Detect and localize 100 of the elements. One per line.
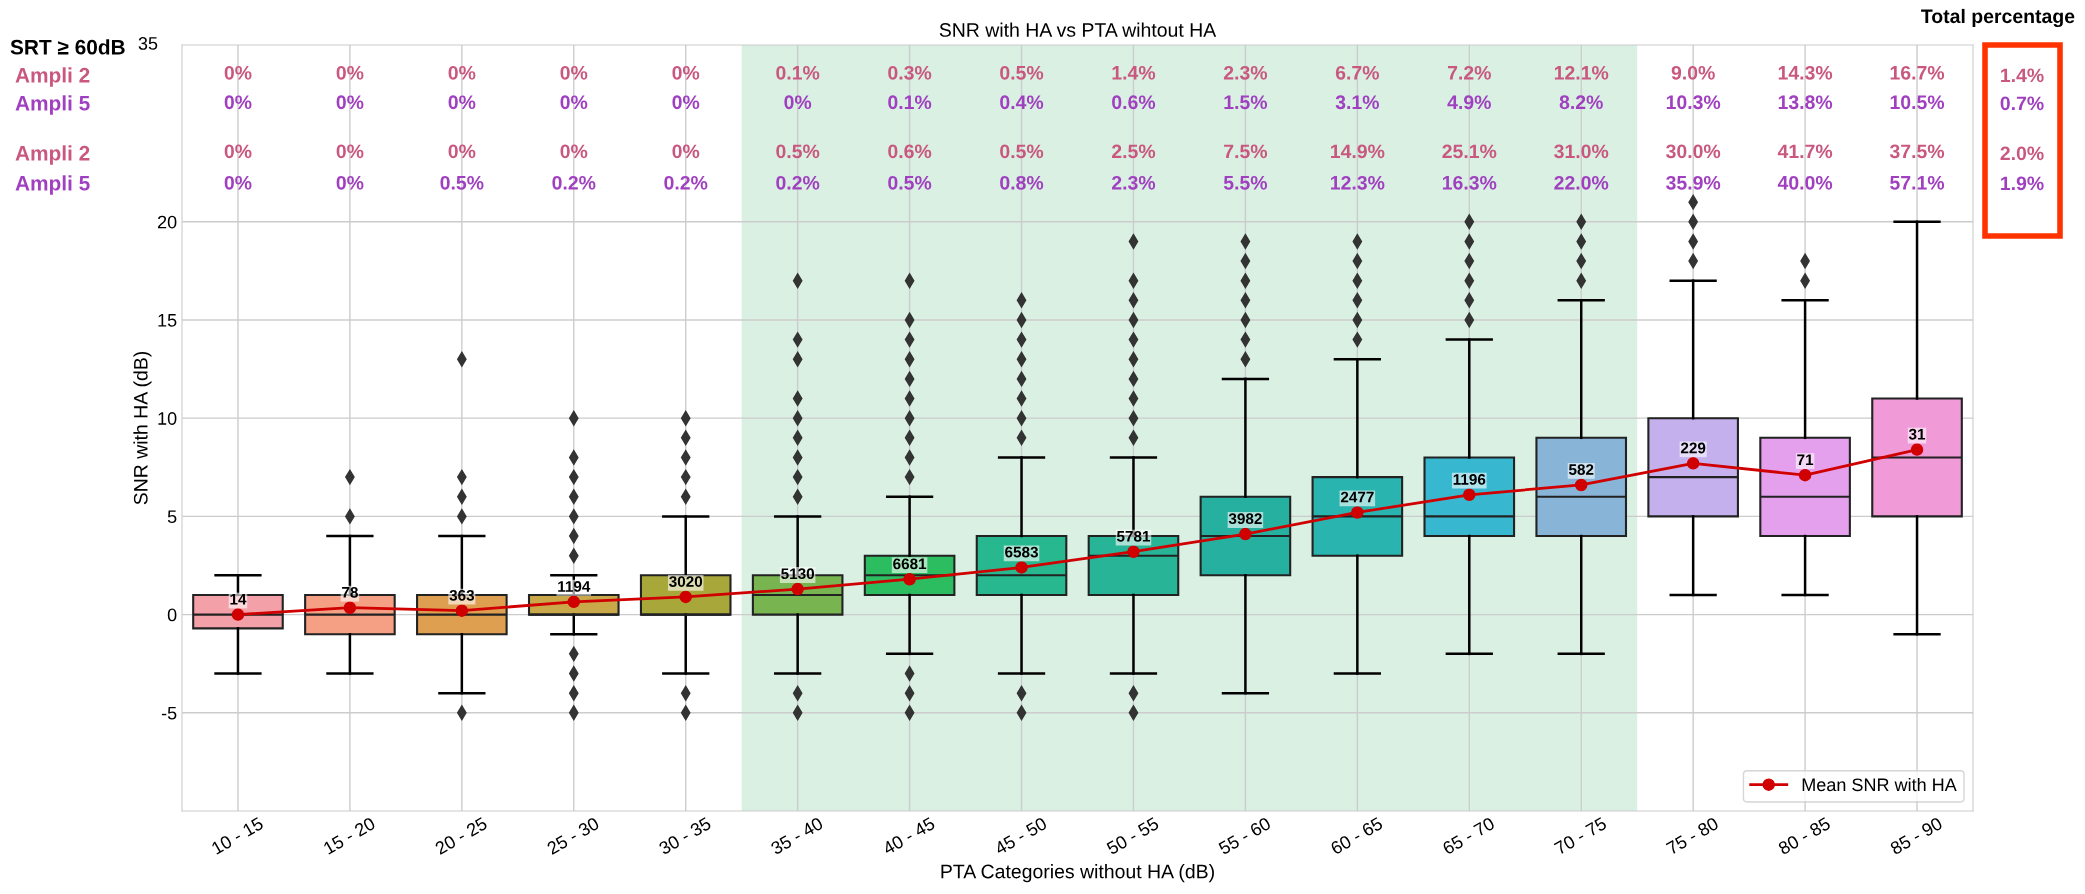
point: [1239, 527, 1252, 541]
annotation: 16.3%: [1442, 175, 1497, 190]
annotation: 0%: [224, 175, 252, 190]
annotation: 0%: [224, 144, 252, 159]
point: [1910, 443, 1924, 456]
annotation: 9.0%: [1671, 65, 1715, 80]
x-tick-label: 40 - 45: [881, 816, 936, 856]
annotation: 16.7%: [1890, 65, 1945, 80]
annotation: 4.9%: [1447, 95, 1491, 110]
annotation: 0.5%: [888, 175, 932, 190]
annotation: 6681: [893, 558, 927, 570]
annotation: 31: [1908, 428, 1926, 440]
legend-label: Mean SNR with HA: [1802, 777, 1957, 792]
annotation: 10.5%: [1890, 95, 1945, 110]
annotation: 2.3%: [1111, 175, 1156, 190]
point: [231, 608, 245, 621]
annotation: 12.3%: [1331, 175, 1385, 190]
point: [679, 590, 692, 604]
annotation: 0%: [336, 95, 364, 110]
annotation: 0.2%: [776, 175, 820, 190]
annotation: 0.5%: [1000, 144, 1044, 159]
annotation: 0.4%: [1000, 95, 1044, 110]
annotation: 363: [449, 589, 475, 601]
text: 0.7%: [2000, 96, 2044, 111]
annotation: 6583: [1005, 546, 1038, 558]
annotation: 12.1%: [1554, 65, 1609, 80]
annotation: 0.1%: [776, 65, 820, 80]
x-tick-label: 45 - 50: [993, 816, 1048, 856]
point: [903, 572, 916, 586]
point: [1463, 488, 1476, 502]
annotation: 41.7%: [1777, 144, 1833, 159]
x-tick-label: 30 - 35: [658, 816, 712, 856]
annotation: 0.8%: [1000, 175, 1044, 190]
annotation: 6.7%: [1335, 65, 1379, 80]
chart-title: SNR with HA vs PTA wihtout HA: [939, 22, 1217, 37]
text: 1.4%: [2001, 68, 2044, 83]
x-tick-label: 70 - 75: [1553, 816, 1608, 855]
x-tick-label: 50 - 55: [1105, 816, 1160, 856]
x-axis-title: PTA Categories without HA (dB): [941, 864, 1214, 883]
annotation: 0%: [672, 95, 700, 110]
annotation: 0%: [448, 65, 476, 80]
annotation: 8.2%: [1559, 95, 1603, 110]
annotation: 0%: [224, 65, 252, 80]
annotation: 1.5%: [1224, 95, 1268, 110]
annotation: 0%: [336, 144, 364, 159]
point: [1127, 545, 1140, 558]
annotation: 0%: [560, 95, 588, 110]
text: Ampli 2: [15, 67, 90, 87]
point: [343, 601, 357, 614]
annotation: 14: [230, 593, 247, 605]
annotation: 0.1%: [888, 95, 932, 110]
annotation: 0.5%: [1000, 65, 1044, 80]
x-tick-label: 80 - 85: [1777, 816, 1832, 856]
annotation: 40.0%: [1777, 175, 1833, 190]
y-tick-label: 5: [167, 510, 177, 524]
annotation: 0%: [672, 144, 700, 159]
annotation: 229: [1680, 442, 1706, 454]
annotation: 14.3%: [1778, 65, 1833, 80]
annotation: 14.9%: [1331, 144, 1385, 159]
point: [567, 595, 581, 609]
point: [1574, 478, 1588, 492]
annotation: 0.5%: [776, 144, 820, 159]
annotation: 0%: [672, 65, 700, 80]
annotation: 7.2%: [1447, 65, 1491, 80]
annotation: 10.3%: [1666, 95, 1721, 110]
annotation: 0.6%: [888, 144, 932, 159]
text: 2.0%: [2000, 146, 2044, 161]
x-tick-label: 15 - 20: [322, 816, 377, 855]
annotation: 3982: [1228, 513, 1262, 525]
annotation: 71: [1797, 454, 1814, 466]
annotation: 57.1%: [1890, 175, 1945, 190]
x-tick-label: 60 - 65: [1329, 816, 1384, 855]
annotation: 5.5%: [1223, 175, 1268, 190]
annotation: 37.5%: [1889, 144, 1945, 159]
annotation: 2.3%: [1223, 65, 1268, 80]
annotation: 0.5%: [440, 175, 484, 190]
point: [1686, 457, 1700, 470]
x-tick-label: 65 - 70: [1441, 816, 1496, 855]
annotation: 1.4%: [1112, 65, 1156, 80]
annotation: 3020: [669, 576, 703, 587]
annotation: 0%: [448, 144, 476, 159]
point: [791, 582, 804, 596]
annotation: 0.6%: [1112, 95, 1156, 110]
text: Ampli 2: [15, 145, 90, 165]
x-tick-label: 25 - 30: [546, 816, 600, 855]
annotation: 0%: [560, 65, 588, 80]
annotation: 0%: [336, 175, 364, 190]
annotation: 31.0%: [1554, 144, 1609, 159]
annotation: 35.9%: [1666, 175, 1721, 190]
annotation: 0.3%: [888, 65, 932, 80]
annotation: 2477: [1340, 491, 1374, 503]
annotation: 0%: [784, 95, 812, 110]
x-tick-label: 10 - 15: [210, 816, 265, 855]
text: 35: [138, 37, 158, 50]
annotation: 22.0%: [1554, 175, 1609, 190]
text: Ampli 5: [15, 175, 90, 195]
annotation: 0.2%: [664, 175, 708, 190]
annotation: 25.1%: [1442, 144, 1497, 159]
annotation: 0%: [560, 144, 588, 159]
annotation: 0.2%: [552, 175, 596, 190]
